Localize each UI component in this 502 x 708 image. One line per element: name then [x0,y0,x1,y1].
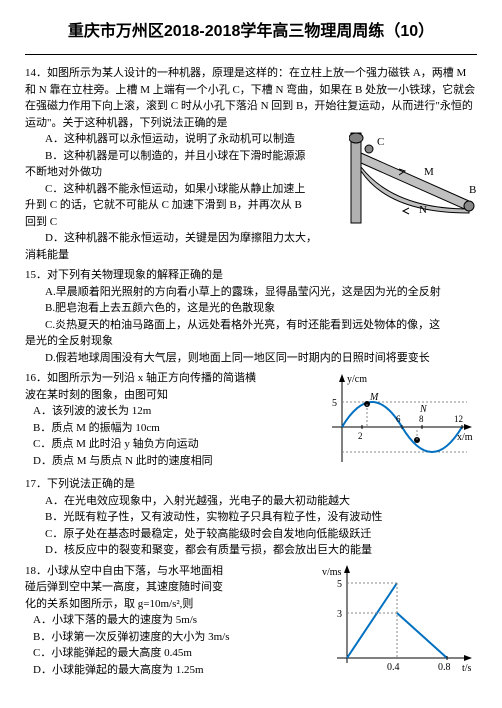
fig14-label-m: M [424,166,434,178]
fig16-x2: 2 [358,431,363,441]
fig18-xlabel: t/s [462,663,472,673]
q17: 17．下列说法正确的是 A．在光电效应现象中，入射光越强，光电子的最大初动能越大… [25,476,477,559]
q18: v/ms t/s 5 3 0.4 0.8 18．小球从空中自由下落，与水平地面相… [25,563,477,679]
q17-opt-d: D．核反应中的裂变和聚变，都会有质量亏损，都会放出巨大的能量 [25,542,477,559]
fig14: A C M N B [349,131,477,226]
q17-opt-c: C．原子处在基态时最稳定，处于较高能级时会自发地向低能级跃迁 [25,526,477,543]
q17-opt-b: B．光既有粒子性，又有波动性，实物粒子只具有粒子性，没有波动性 [25,509,477,526]
fig16-x6: 6 [396,414,401,424]
header-rule [25,54,477,55]
fig14-label-c: C [377,136,384,148]
q15-opt-b: B.肥皂泡看上去五颜六色的，这是光的色散现象 [25,300,477,317]
q15-opt-a: A.早晨顺着阳光照射的方向看小草上的露珠，显得晶莹闪光，这是因为光的全反射 [25,284,477,301]
q15: 15．对下列有关物理现象的解释正确的是 A.早晨顺着阳光照射的方向看小草上的露珠… [25,267,477,366]
fig18-y5: 5 [337,579,342,590]
q14-opt-d-2: 消耗能量 [25,247,477,264]
q16: y/cm x/m 5 M N 2 6 8 12 [25,370,477,472]
fig16: y/cm x/m 5 M N 2 6 8 12 [322,372,477,472]
fig16-x8: 8 [419,414,424,424]
fig18: v/ms t/s 5 3 0.4 0.8 [322,563,477,673]
q14-opt-d-1: D．这种机器不能永恒运动，关键是因为摩擦阻力太大， [25,230,477,247]
fig14-label-b: B [469,184,476,196]
page-title: 重庆市万州区2018-2018学年高三物理周周练（10） [25,20,477,44]
q15-stem: 15．对下列有关物理现象的解释正确的是 [25,267,477,284]
fig18-y3: 3 [337,609,342,620]
fig14-label-n: N [419,204,427,216]
q15-opt-d: D.假若地球周围没有大气层，则地面上同一地区同一时期内的日照时间将要变长 [25,350,477,367]
q14-stem: 14．如图所示为某人设计的一种机器，原理是这样的：在立柱上放一个强力磁铁 A，两… [25,65,477,131]
q14: 14．如图所示为某人设计的一种机器，原理是这样的：在立柱上放一个强力磁铁 A，两… [25,65,477,263]
fig16-ylabel: y/cm [347,374,367,385]
fig18-x08: 0.8 [438,662,451,673]
fig18-ylabel: v/ms [322,567,342,578]
q17-stem: 17．下列说法正确的是 [25,476,477,493]
fig16-ytick: 5 [332,398,337,409]
q15-opt-c-2: 是光的全反射现象 [25,333,477,350]
q17-opt-a: A．在光电效应现象中，入射光越强，光电子的最大初动能越大 [25,493,477,510]
fig16-xlabel: x/m [457,432,473,443]
fig16-m: M [369,392,379,403]
fig18-x04: 0.4 [387,662,400,673]
fig16-x12: 12 [454,414,463,424]
q15-opt-c-1: C.炎热夏天的柏油马路面上，从远处看格外光亮，有时还能看到远处物体的像，这 [25,317,477,334]
fig14-label-a: A [351,131,359,133]
